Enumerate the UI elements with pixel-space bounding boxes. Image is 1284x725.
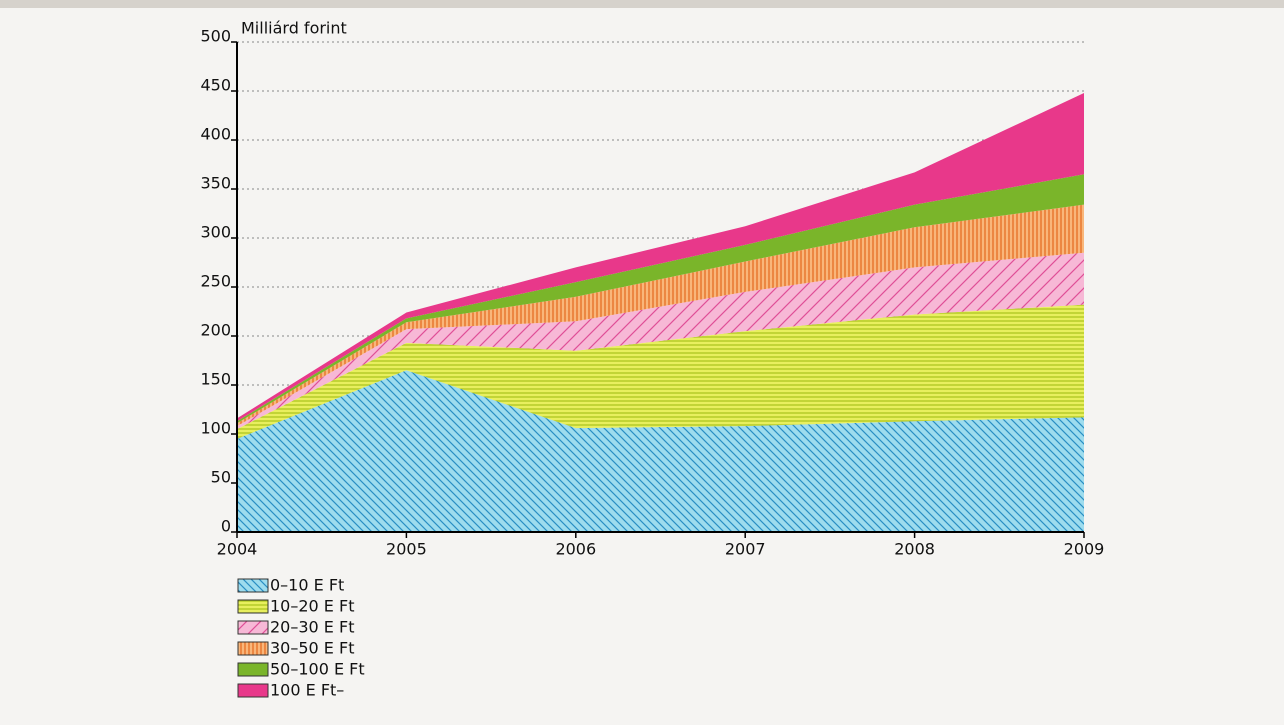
legend-label: 100 E Ft– (270, 681, 344, 700)
legend-label: 0–10 E Ft (270, 576, 344, 595)
legend-label: 30–50 E Ft (270, 639, 354, 658)
legend-swatch (237, 578, 269, 593)
area (237, 174, 1084, 424)
legend-swatch (237, 620, 269, 635)
y-tick-label: 500 (200, 27, 231, 46)
area (237, 252, 1084, 430)
area (237, 304, 1084, 439)
area (237, 204, 1084, 427)
legend-swatch (237, 683, 269, 698)
y-tick-label: 0 (221, 517, 231, 536)
area (237, 92, 1084, 422)
x-tick-label: 2009 (1064, 540, 1105, 559)
x-tick-label: 2004 (217, 540, 258, 559)
top-band (0, 0, 1284, 8)
legend-swatch (237, 641, 269, 656)
y-tick-label: 250 (200, 272, 231, 291)
x-tick-label: 2005 (386, 540, 427, 559)
area (237, 370, 1084, 532)
legend-swatch (237, 599, 269, 614)
x-tick-label: 2007 (725, 540, 766, 559)
x-tick-label: 2006 (555, 540, 596, 559)
legend-label: 50–100 E Ft (270, 660, 365, 679)
x-tick-label: 2008 (894, 540, 935, 559)
y-tick-label: 50 (211, 468, 231, 487)
y-tick-label: 450 (200, 76, 231, 95)
y-axis-label: Milliárd forint (241, 19, 347, 38)
legend-label: 10–20 E Ft (270, 597, 354, 616)
y-tick-label: 150 (200, 370, 231, 389)
legend-swatch (237, 662, 269, 677)
y-tick-label: 350 (200, 174, 231, 193)
legend-label: 20–30 E Ft (270, 618, 354, 637)
y-tick-label: 300 (200, 223, 231, 242)
y-tick-label: 100 (200, 419, 231, 438)
y-tick-label: 400 (200, 125, 231, 144)
y-tick-label: 200 (200, 321, 231, 340)
